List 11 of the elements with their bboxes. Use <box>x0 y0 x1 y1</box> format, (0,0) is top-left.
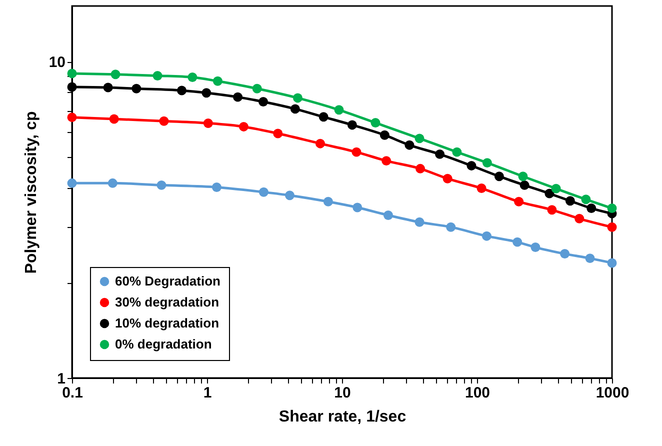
legend-label: 30% degradation <box>115 294 220 310</box>
x-tick-label: 100 <box>464 384 490 402</box>
y-axis-title: Polymer viscosity, cp <box>22 111 40 274</box>
x-tick-label: 1000 <box>596 384 630 402</box>
x-tick-label: 10 <box>334 384 351 402</box>
x-tick-label: 0.1 <box>62 384 83 402</box>
x-axis-title: Shear rate, 1/sec <box>278 408 406 426</box>
legend-label: 0% degradation <box>115 336 212 352</box>
legend-label: 60% Degradation <box>115 274 221 288</box>
legend-label: 10% degradation <box>115 316 220 330</box>
x-tick-label: 1 <box>203 384 212 402</box>
